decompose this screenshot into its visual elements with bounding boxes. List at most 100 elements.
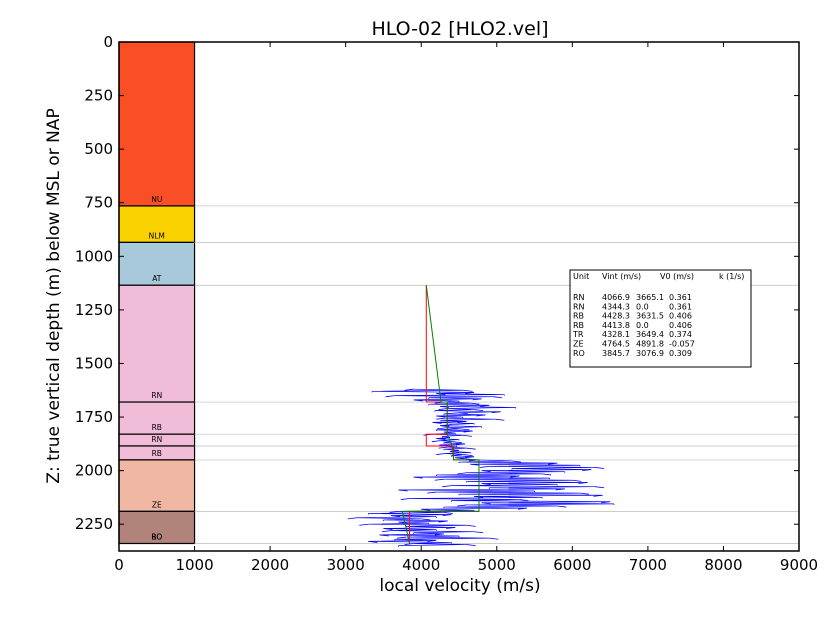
unit-label: NU	[151, 195, 162, 204]
log-segment	[389, 510, 399, 513]
x-tick-label: 5000	[478, 556, 516, 574]
table-cell: RB	[573, 312, 584, 321]
log-segment	[347, 517, 358, 520]
chart-title: HLO-02 [HLO2.vel]	[371, 18, 548, 40]
log-segment	[421, 518, 431, 521]
log-segment	[489, 537, 499, 540]
table-cell: 4413.8	[602, 321, 630, 330]
unit-block	[118, 284, 196, 403]
table-cell: RN	[573, 293, 585, 302]
y-tick-label: 500	[84, 140, 113, 158]
table-cell: 0.0	[636, 302, 649, 311]
trend-line	[401, 285, 480, 544]
x-tick-label: 3000	[327, 556, 365, 574]
unit-label: RO	[151, 532, 162, 541]
table-cell: 0.309	[669, 349, 692, 358]
table-cell: 0.406	[669, 312, 692, 321]
log-segment	[396, 536, 407, 539]
log-segment	[474, 409, 484, 412]
table-cell: ZE	[573, 340, 584, 349]
y-tick-label: 750	[84, 194, 113, 212]
table-header-cell: Unit	[573, 272, 589, 281]
y-tick-label: 2000	[75, 462, 113, 480]
log-segment	[443, 512, 454, 514]
log-segment	[519, 499, 529, 502]
table-cell: RO	[573, 349, 585, 358]
y-tick-label: 0	[103, 33, 113, 51]
unit-label: ZE	[152, 500, 162, 509]
axis-ticks: 0 1000 2000 3000 4000 5000 6000 7000 8000 9000 0 25…	[75, 33, 818, 574]
table-cell: RN	[573, 302, 585, 311]
x-tick-label: 4000	[402, 556, 440, 574]
log-segment	[431, 440, 441, 443]
log-segment	[511, 460, 522, 463]
table-cell: 0.406	[669, 321, 692, 330]
log-segment	[436, 417, 446, 420]
unit-label: RN	[151, 435, 162, 444]
log-segment	[434, 478, 444, 481]
log-segment	[400, 498, 410, 500]
table-cell: 4428.3	[602, 312, 630, 321]
unit-label: AT	[152, 274, 162, 283]
y-tick-label: 1750	[75, 408, 113, 426]
y-tick-label: 2250	[75, 515, 113, 533]
unit-block	[118, 41, 196, 207]
log-segment	[404, 388, 414, 391]
unit-label: RB	[152, 423, 162, 432]
table-cell: 4328.1	[602, 330, 630, 339]
table-cell: 4066.9	[602, 293, 630, 302]
log-segment	[495, 418, 505, 421]
y-tick-label: 1500	[75, 354, 113, 372]
table-cell: -0.057	[669, 340, 695, 349]
table-header-cell: V0 (m/s)	[660, 272, 694, 281]
table-cell: 0.0	[636, 321, 649, 330]
log-segment	[462, 434, 472, 437]
table-cell: 4764.5	[602, 340, 630, 349]
log-segment	[474, 531, 484, 534]
log-segment	[594, 467, 605, 469]
log-segment	[457, 504, 467, 507]
log-segment	[460, 428, 470, 431]
x-tick-label: 6000	[553, 556, 591, 574]
unit-label: RN	[151, 391, 162, 400]
table-cell: 3631.5	[636, 312, 664, 321]
parameter-table: Unit Vint (m/s) V0 (m/s) k (1/s) RN 4066.9 366…	[569, 269, 752, 368]
log-segment	[466, 524, 476, 527]
x-tick-label: 9000	[780, 556, 818, 574]
unit-label: RB	[152, 449, 162, 458]
log-segment	[436, 453, 446, 455]
log-segment	[427, 491, 437, 494]
y-tick-label: 1250	[75, 301, 113, 319]
log-segment	[492, 396, 503, 399]
log-segment	[470, 402, 480, 405]
table-cell: 0.361	[669, 302, 692, 311]
table-cell: TR	[572, 330, 584, 339]
x-tick-label: 2000	[251, 556, 289, 574]
unit-block	[118, 241, 196, 286]
log-segment	[452, 441, 463, 444]
table-cell: 3649.4	[636, 330, 664, 339]
log-segment	[438, 446, 448, 449]
unit-label: BO	[151, 532, 162, 541]
x-tick-label: 8000	[704, 556, 742, 574]
log-segment	[579, 492, 590, 495]
log-segment	[437, 427, 447, 430]
table-cell: 3845.7	[602, 349, 630, 358]
y-tick-label: 250	[84, 87, 113, 105]
table-cell: 3076.9	[636, 349, 664, 358]
log-segment	[381, 530, 392, 533]
table-cell: 4891.8	[636, 340, 664, 349]
log-segment	[572, 479, 582, 482]
log-segment	[385, 395, 395, 398]
x-tick-label: 1000	[175, 556, 213, 574]
table-cell: 0.374	[669, 330, 692, 339]
plot-frame	[118, 41, 800, 552]
x-tick-label: 0	[114, 556, 124, 574]
log-segment	[557, 505, 567, 508]
log-segment	[442, 485, 452, 488]
unit-label: NLM	[149, 231, 165, 240]
table-box	[569, 269, 752, 368]
table-cell: 4344.3	[602, 302, 630, 311]
